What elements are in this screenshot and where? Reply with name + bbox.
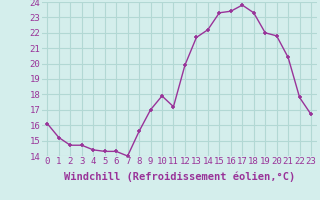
X-axis label: Windchill (Refroidissement éolien,°C): Windchill (Refroidissement éolien,°C) [64, 172, 295, 182]
